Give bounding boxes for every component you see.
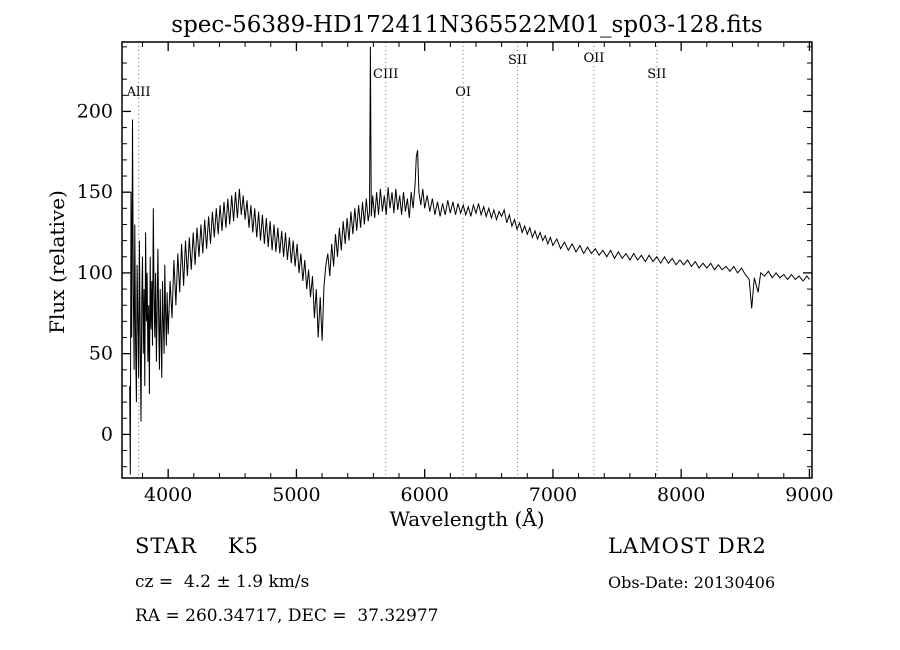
cz-value: cz = 4.2 ± 1.9 km/s [135, 572, 310, 592]
svg-text:AlII: AlII [126, 85, 151, 100]
svg-text:OI: OI [455, 85, 471, 100]
svg-text:50: 50 [89, 343, 113, 365]
svg-text:SII: SII [508, 53, 527, 68]
y-axis-label: Flux (relative) [45, 190, 69, 334]
x-axis-label: Wavelength (Å) [389, 506, 544, 531]
svg-text:CIII: CIII [373, 67, 398, 82]
emission-line-labels: AlII CIII OI SII OII SII [126, 51, 667, 100]
ra-dec-value: RA = 260.34717, DEC = 37.32977 [135, 606, 439, 626]
svg-text:9000: 9000 [785, 484, 833, 506]
svg-text:4000: 4000 [144, 484, 192, 506]
emission-line-markers [138, 42, 658, 478]
axes: 4000 5000 6000 7000 8000 9000 0 50 100 150 200 [77, 41, 834, 506]
obs-date: Obs-Date: 20130406 [608, 573, 776, 592]
svg-text:6000: 6000 [400, 484, 448, 506]
object-class-label: STAR K5 [135, 534, 259, 558]
spectrum-line [129, 46, 810, 475]
svg-text:200: 200 [77, 100, 113, 122]
svg-text:7000: 7000 [529, 484, 577, 506]
svg-text:150: 150 [77, 181, 113, 203]
svg-text:5000: 5000 [272, 484, 320, 506]
survey-label: LAMOST DR2 [608, 534, 767, 558]
svg-text:100: 100 [77, 262, 113, 284]
svg-text:0: 0 [101, 423, 113, 445]
svg-text:8000: 8000 [657, 484, 705, 506]
svg-text:SII: SII [647, 67, 666, 82]
plot-title: spec-56389-HD172411N365522M01_sp03-128.f… [171, 12, 762, 38]
svg-text:OII: OII [584, 51, 605, 66]
